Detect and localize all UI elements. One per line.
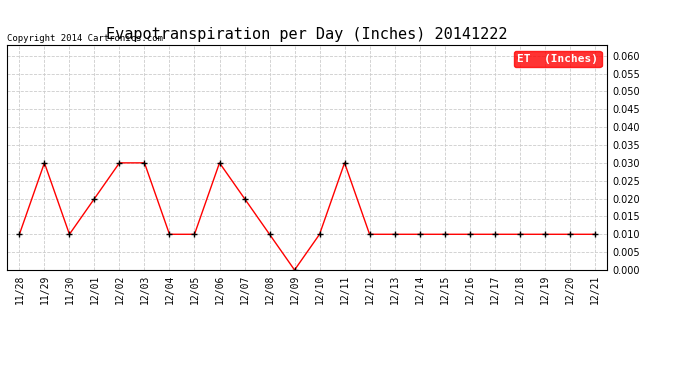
Legend: ET  (Inches): ET (Inches) (514, 51, 602, 67)
Title: Evapotranspiration per Day (Inches) 20141222: Evapotranspiration per Day (Inches) 2014… (106, 27, 508, 42)
Text: Copyright 2014 Cartronics.com: Copyright 2014 Cartronics.com (7, 34, 163, 43)
